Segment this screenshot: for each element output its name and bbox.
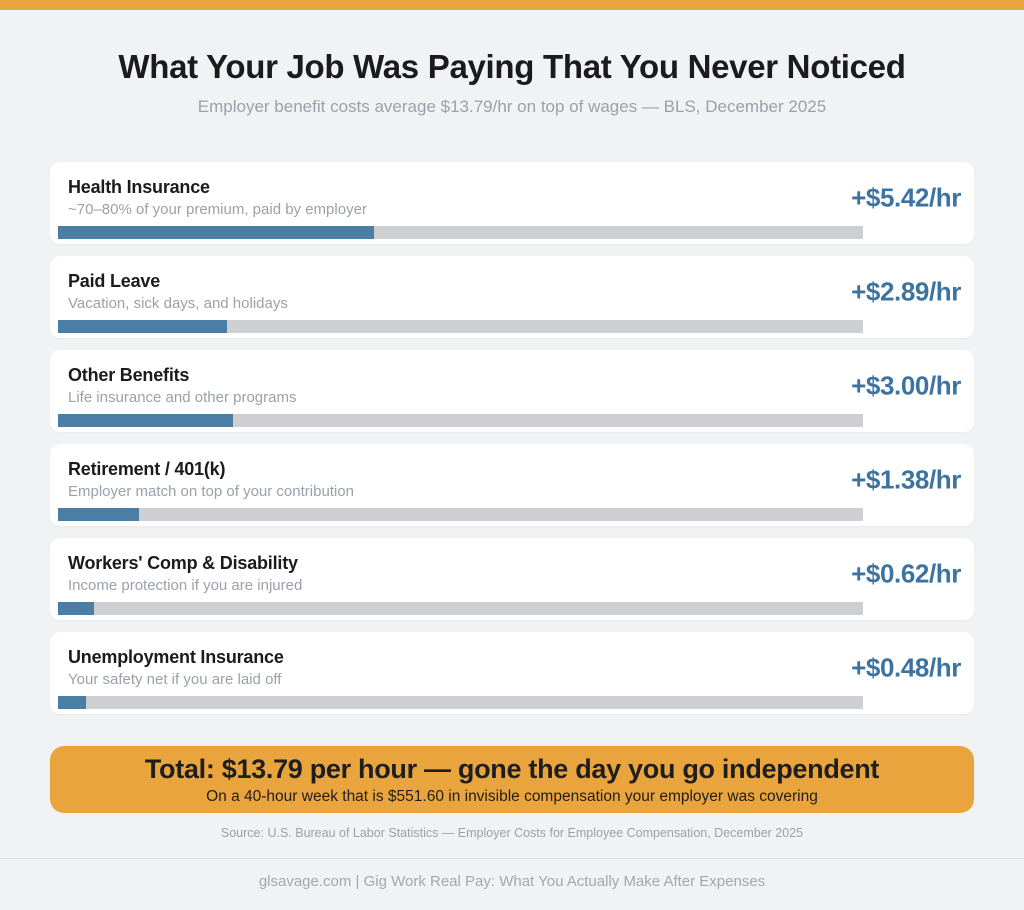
total-subtext: On a 40-hour week that is $551.60 in inv… [206,787,818,805]
source-note: Source: U.S. Bureau of Labor Statistics … [220,826,804,840]
benefit-card-paid-leave: Paid Leave Vacation, sick days, and holi… [50,256,974,338]
benefit-description: Income protection if you are injured [68,577,303,594]
benefit-value: +$0.62/hr [851,558,961,589]
benefit-description: ~70–80% of your premium, paid by employe… [68,201,367,218]
benefit-bar-fill [58,414,234,427]
footer-divider [0,858,1024,859]
benefit-bar-fill [58,696,86,709]
benefit-name: Other Benefits [68,365,190,385]
benefit-value: +$1.38/hr [851,464,961,495]
benefit-description: Vacation, sick days, and holidays [68,295,288,312]
benefit-name: Health Insurance [68,177,210,197]
page-subtitle: Employer benefit costs average $13.79/hr… [197,97,827,116]
benefit-bar-track [58,414,863,427]
benefit-description: Your safety net if you are laid off [68,671,282,688]
benefit-bar-track [58,696,863,709]
benefit-card-other-benefits: Other Benefits Life insurance and other … [50,350,974,432]
benefit-bar-track [58,508,863,521]
benefit-value: +$2.89/hr [851,276,961,307]
benefit-name: Workers' Comp & Disability [68,553,298,573]
footer-text: glsavage.com | Gig Work Real Pay: What Y… [258,873,766,890]
benefit-bar-fill [58,508,139,521]
page-title: What Your Job Was Paying That You Never … [118,48,906,85]
benefit-description: Life insurance and other programs [68,389,297,406]
benefit-name: Paid Leave [68,271,161,291]
benefit-value: +$3.00/hr [851,370,961,401]
benefit-name: Retirement / 401(k) [68,459,226,479]
benefit-description: Employer match on top of your contributi… [68,483,354,500]
benefit-bar-track [58,320,863,333]
benefit-bar-fill [58,320,227,333]
benefit-card-retirement-401k: Retirement / 401(k) Employer match on to… [50,444,974,526]
benefit-bar-track [58,602,863,615]
top-accent-bar [0,0,1024,10]
benefit-name: Unemployment Insurance [68,647,284,667]
benefit-card-unemployment-insurance: Unemployment Insurance Your safety net i… [50,632,974,714]
total-banner: Total: $13.79 per hour — gone the day yo… [50,746,974,813]
benefit-card-workers-comp-disability: Workers' Comp & Disability Income protec… [50,538,974,620]
benefit-card-health-insurance: Health Insurance ~70–80% of your premium… [50,162,974,244]
benefit-bar-fill [58,602,95,615]
benefit-value: +$0.48/hr [851,652,961,683]
benefit-list: Health Insurance ~70–80% of your premium… [50,162,974,714]
benefit-bar-track [58,226,863,239]
benefit-bar-fill [58,226,375,239]
benefit-value: +$5.42/hr [851,182,961,213]
total-headline: Total: $13.79 per hour — gone the day yo… [144,753,880,784]
